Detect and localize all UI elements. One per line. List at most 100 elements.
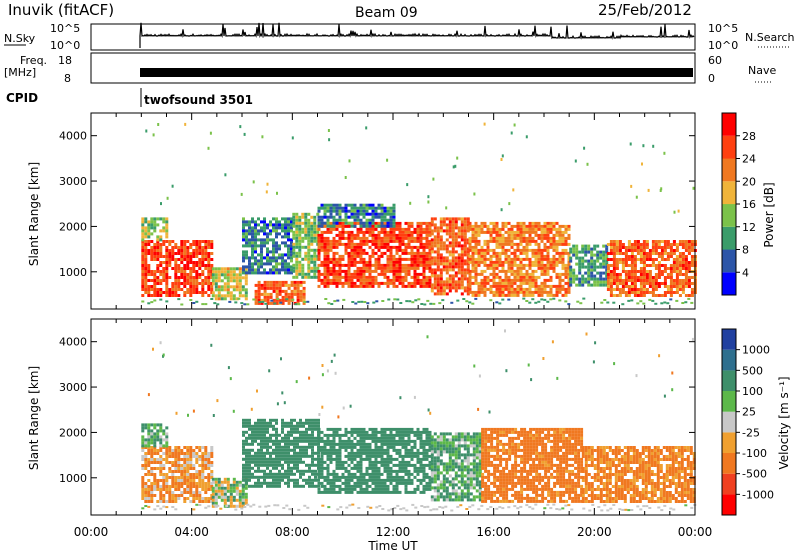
data-cell: [159, 229, 163, 233]
data-cell: [463, 232, 467, 236]
data-cell: [401, 266, 405, 270]
data-cell: [226, 273, 230, 277]
data-cell: [232, 276, 236, 280]
data-cell: [519, 263, 523, 267]
data-cell: [347, 239, 351, 243]
data-cell: [338, 209, 342, 213]
data-cell: [377, 272, 381, 276]
data-cell: [165, 426, 169, 430]
data-cell: [304, 257, 308, 261]
data-cell: [398, 272, 402, 276]
data-cell: [165, 435, 169, 439]
data-cell: [198, 264, 202, 267]
data-cell: [356, 284, 360, 288]
data-cell: [183, 291, 187, 294]
data-cell: [248, 232, 251, 236]
data-cell: [153, 479, 157, 482]
data-cell: [457, 253, 461, 257]
data-cell: [272, 433, 275, 437]
data-cell: [401, 242, 405, 246]
data-cell: [690, 246, 694, 249]
data-cell: [147, 279, 151, 282]
data-cell: [290, 241, 293, 245]
data-cell: [356, 460, 360, 464]
data-cell: [166, 196, 169, 200]
data-cell: [298, 245, 302, 249]
nsearch-label: N.Search: [745, 31, 795, 44]
data-cell: [159, 294, 163, 297]
data-cell: [448, 226, 452, 230]
data-cell: [320, 248, 324, 252]
data-cell: [642, 270, 646, 273]
data-cell: [365, 445, 369, 449]
data-cell: [150, 255, 154, 258]
data-cell: [618, 273, 622, 276]
data-cell: [338, 275, 342, 279]
data-cell: [290, 442, 293, 446]
data-cell: [201, 485, 205, 488]
data-cell: [232, 480, 236, 484]
data-cell: [171, 291, 175, 294]
data-cell: [525, 272, 529, 276]
data-cell: [477, 233, 481, 237]
data-cell: [214, 498, 218, 502]
data-cell: [260, 439, 263, 443]
data-cell: [316, 230, 320, 234]
data-cell: [460, 259, 464, 263]
data-cell: [290, 250, 293, 254]
data-cell: [362, 472, 366, 476]
data-cell: [463, 226, 467, 230]
data-cell: [486, 278, 490, 282]
data-cell: [210, 455, 214, 458]
data-cell: [477, 260, 481, 264]
data-cell: [404, 221, 408, 225]
data-cell: [516, 293, 520, 297]
data-cell: [296, 451, 299, 455]
data-cell: [630, 270, 634, 273]
data-cell: [422, 284, 426, 288]
data-cell: [404, 236, 408, 240]
data-cell: [308, 445, 311, 449]
data-cell: [326, 451, 330, 455]
data-cell: [675, 264, 679, 267]
data-cell: [528, 239, 532, 243]
data-cell: [564, 275, 568, 279]
data-cell: [365, 221, 369, 225]
data-cell: [235, 486, 239, 490]
data-cell: [433, 244, 437, 248]
data-cell: [599, 274, 603, 278]
data-cell: [417, 298, 421, 301]
station-title: Inuvik (fitACF): [8, 1, 114, 19]
data-cell: [156, 223, 160, 227]
data-cell: [618, 282, 622, 285]
data-cell: [416, 230, 420, 234]
data-cell: [159, 479, 163, 482]
data-cell: [374, 281, 378, 285]
data-cell: [177, 482, 181, 485]
data-cell: [210, 243, 214, 246]
data-cell: [150, 488, 154, 491]
data-cell: [546, 248, 550, 252]
data-cell: [266, 451, 269, 455]
data-cell: [398, 242, 402, 246]
data-cell: [498, 242, 502, 246]
data-cell: [308, 427, 311, 431]
data-cell: [207, 240, 211, 243]
data-cell: [281, 451, 284, 455]
data-cell: [645, 276, 649, 279]
data-cell: [474, 239, 478, 243]
data-cell: [246, 303, 250, 306]
data-cell: [359, 209, 363, 213]
data-cell: [609, 294, 613, 297]
data-cell: [605, 250, 609, 254]
data-cell: [350, 209, 354, 213]
data-cell: [307, 245, 311, 249]
data-cell: [383, 227, 387, 231]
data-cell: [232, 498, 236, 502]
data-cell: [141, 455, 145, 458]
data-cell: [201, 476, 205, 479]
data-cell: [141, 276, 145, 279]
data-cell: [330, 303, 334, 305]
data-cell: [555, 284, 559, 288]
data-cell: [251, 235, 254, 239]
